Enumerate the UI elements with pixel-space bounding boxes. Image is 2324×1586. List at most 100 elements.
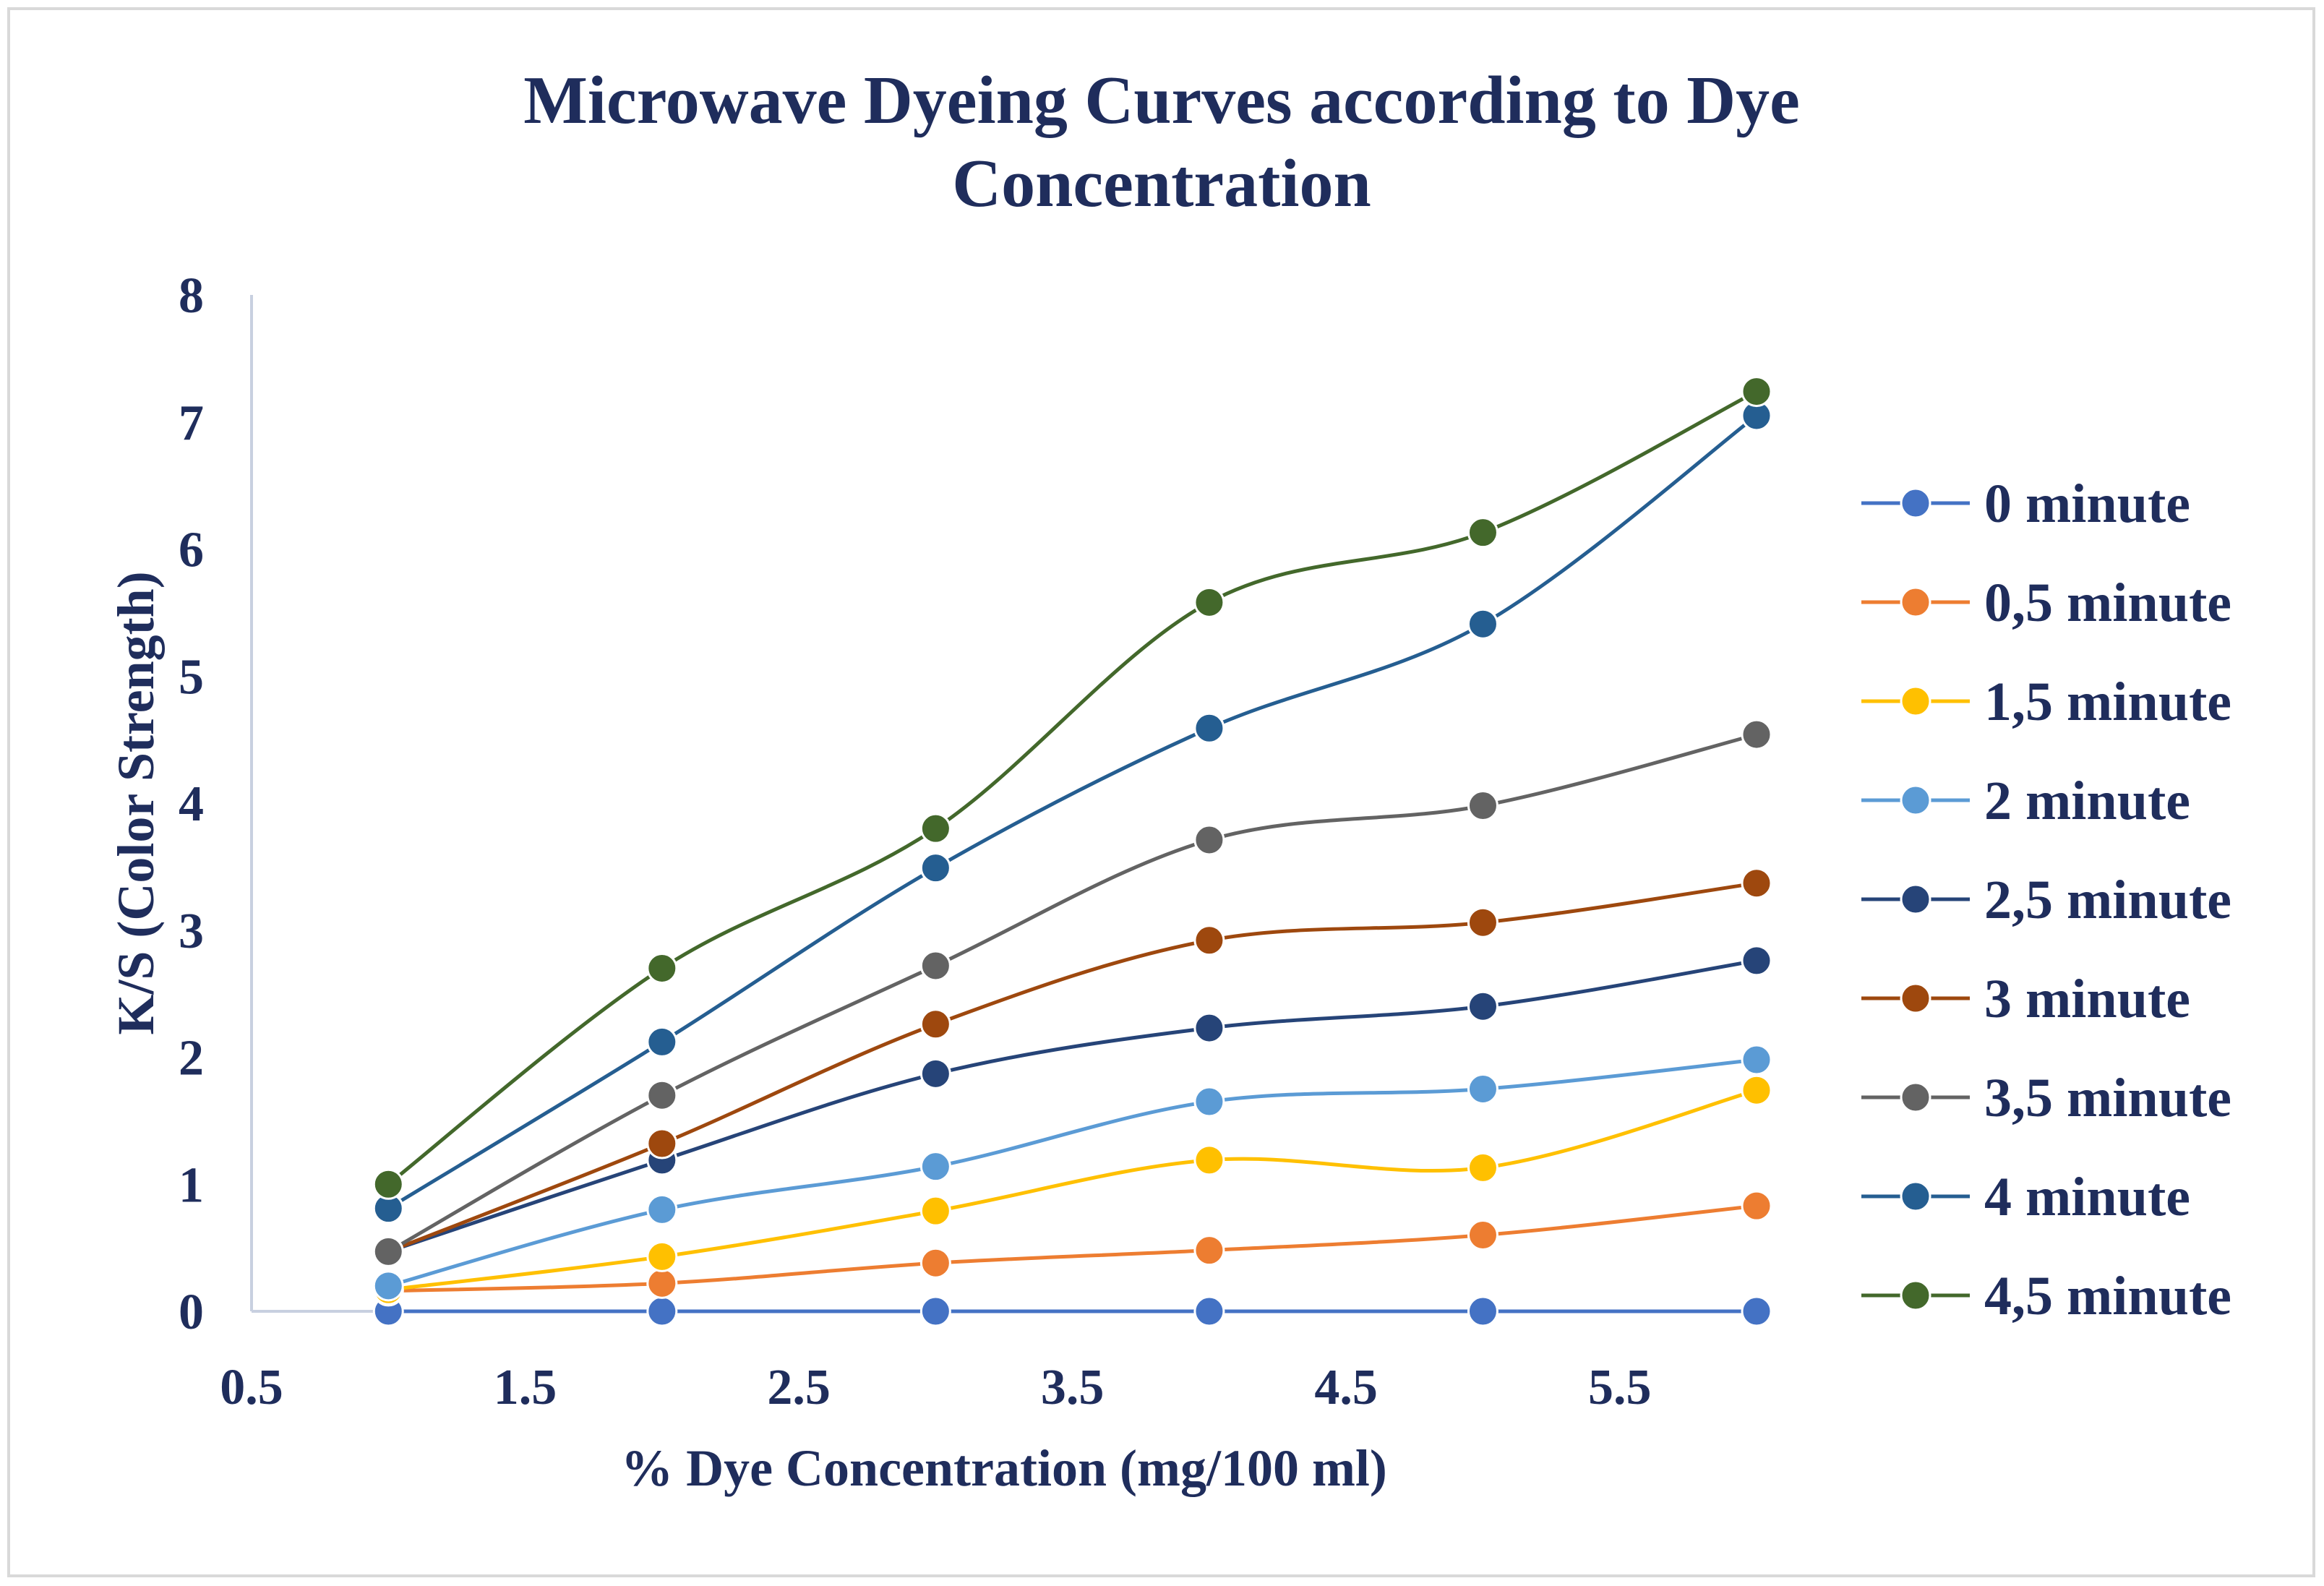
legend-marker xyxy=(1900,883,1931,915)
data-point-8-4 xyxy=(1467,517,1498,549)
legend-item: 0 minute xyxy=(1861,473,2190,534)
series-line-5 xyxy=(387,881,1757,1253)
legend-item: 0,5 minute xyxy=(1861,573,2231,633)
y-tick-label: 5 xyxy=(179,649,204,705)
series-line-7 xyxy=(387,413,1758,1210)
data-point-6-4 xyxy=(1467,790,1498,822)
x-tick-label: 0.5 xyxy=(220,1360,283,1415)
data-point-3-1 xyxy=(646,1193,678,1225)
chart-title-line-2: Concentration xyxy=(952,146,1371,221)
legend-label: 0,5 minute xyxy=(1984,573,2231,633)
data-point-1-4 xyxy=(1467,1219,1498,1251)
data-point-3-0 xyxy=(372,1270,404,1302)
data-point-6-5 xyxy=(1741,719,1772,750)
y-tick-label: 0 xyxy=(179,1285,204,1340)
y-axis-title: K/S (Color Strength) xyxy=(107,571,165,1034)
legend-item: 1,5 minute xyxy=(1861,672,2231,732)
data-point-4-5 xyxy=(1741,945,1772,977)
legend-item: 4,5 minute xyxy=(1861,1266,2231,1326)
legend-marker xyxy=(1900,1180,1931,1212)
data-point-8-0 xyxy=(372,1168,404,1200)
chart-frame xyxy=(7,7,2315,1577)
series-line-6 xyxy=(387,732,1757,1253)
legend-marker xyxy=(1900,1081,1931,1113)
data-point-7-1 xyxy=(646,1026,678,1058)
data-point-0-4 xyxy=(1467,1295,1498,1327)
data-point-1-3 xyxy=(1193,1235,1225,1266)
data-point-3-3 xyxy=(1193,1086,1225,1118)
chart-title-line-1: Microwave Dyeing Curves according to Dye xyxy=(523,63,1800,138)
series-lines xyxy=(387,390,1758,1313)
data-point-3-4 xyxy=(1467,1073,1498,1105)
data-point-1-5 xyxy=(1741,1190,1772,1222)
y-tick-label: 2 xyxy=(179,1031,204,1086)
data-point-3-2 xyxy=(919,1151,951,1183)
legend-marker xyxy=(1900,1279,1931,1311)
data-point-5-5 xyxy=(1741,867,1772,899)
series-line-4 xyxy=(387,959,1757,1253)
data-point-1-2 xyxy=(919,1247,951,1279)
data-point-4-3 xyxy=(1193,1012,1225,1044)
data-point-6-3 xyxy=(1193,824,1225,856)
data-point-5-1 xyxy=(646,1128,678,1160)
legend-label: 4,5 minute xyxy=(1984,1266,2231,1326)
data-point-8-1 xyxy=(646,952,678,984)
data-point-4-4 xyxy=(1467,990,1498,1022)
data-point-7-3 xyxy=(1193,712,1225,744)
legend-marker xyxy=(1900,487,1931,519)
legend: 0 minute 0,5 minute 1,5 minute 2 minute 2,5 … xyxy=(1861,473,2231,1326)
y-tick-label: 1 xyxy=(179,1157,204,1213)
legend-label: 2,5 minute xyxy=(1984,870,2231,930)
data-point-8-5 xyxy=(1741,376,1772,408)
y-tick-label: 4 xyxy=(179,776,204,832)
y-tick-label: 7 xyxy=(179,395,204,451)
y-tick-labels: 0 1 2 3 4 5 6 7 8 xyxy=(179,268,204,1340)
data-point-0-3 xyxy=(1193,1295,1225,1327)
legend-item: 4 minute xyxy=(1861,1167,2190,1227)
data-point-3-5 xyxy=(1741,1044,1772,1076)
legend-label: 3,5 minute xyxy=(1984,1068,2231,1128)
data-point-6-2 xyxy=(919,950,951,982)
data-point-7-4 xyxy=(1467,608,1498,640)
legend-item: 2,5 minute xyxy=(1861,870,2231,930)
x-tick-labels: 0.5 1.5 2.5 3.5 4.5 5.5 xyxy=(220,1360,1651,1415)
data-point-2-2 xyxy=(919,1195,951,1227)
data-point-8-3 xyxy=(1193,586,1225,618)
x-tick-label: 1.5 xyxy=(494,1360,557,1415)
data-point-2-5 xyxy=(1741,1074,1772,1106)
x-tick-label: 3.5 xyxy=(1041,1360,1105,1415)
data-point-2-3 xyxy=(1193,1144,1225,1176)
data-point-6-0 xyxy=(372,1235,404,1267)
x-tick-label: 4.5 xyxy=(1314,1360,1378,1415)
data-point-8-2 xyxy=(919,813,951,844)
legend-label: 4 minute xyxy=(1984,1167,2190,1227)
data-point-6-1 xyxy=(646,1079,678,1111)
legend-label: 1,5 minute xyxy=(1984,672,2231,732)
data-point-0-2 xyxy=(919,1295,951,1327)
x-tick-label: 5.5 xyxy=(1588,1360,1652,1415)
legend-marker xyxy=(1900,982,1931,1014)
series-line-3 xyxy=(387,1058,1757,1288)
series-line-8 xyxy=(387,390,1758,1186)
legend-item: 2 minute xyxy=(1861,771,2190,831)
series-points xyxy=(372,376,1772,1327)
legend-label: 3 minute xyxy=(1984,969,2190,1029)
data-point-0-5 xyxy=(1741,1295,1772,1327)
y-tick-label: 3 xyxy=(179,904,204,959)
data-point-2-1 xyxy=(646,1240,678,1272)
legend-item: 3,5 minute xyxy=(1861,1068,2231,1128)
data-point-0-1 xyxy=(646,1295,678,1327)
y-tick-label: 6 xyxy=(179,523,204,578)
data-point-2-4 xyxy=(1467,1152,1498,1183)
data-point-7-2 xyxy=(919,852,951,884)
legend-item: 3 minute xyxy=(1861,969,2190,1029)
legend-marker xyxy=(1900,784,1931,816)
data-point-1-1 xyxy=(646,1267,678,1299)
y-tick-label: 8 xyxy=(179,268,204,324)
data-point-5-2 xyxy=(919,1008,951,1040)
data-point-4-2 xyxy=(919,1058,951,1089)
legend-marker xyxy=(1900,685,1931,717)
series-line-2 xyxy=(387,1088,1757,1292)
legend-label: 0 minute xyxy=(1984,473,2190,534)
